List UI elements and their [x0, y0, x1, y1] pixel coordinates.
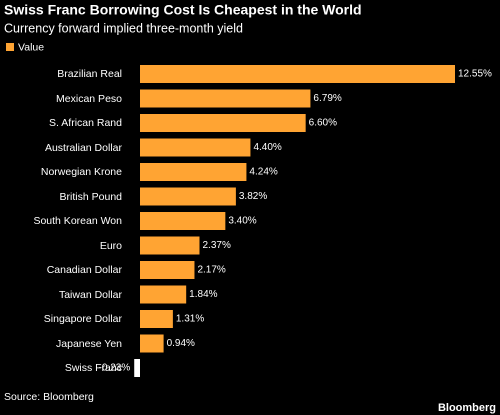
category-label: Norwegian Krone [40, 166, 122, 178]
bar [140, 89, 311, 108]
brand: Bloomberg [438, 402, 496, 414]
category-label: British Pound [59, 190, 122, 203]
legend-swatch [6, 43, 14, 51]
value-label: 6.60% [309, 118, 337, 129]
bar [134, 359, 140, 377]
value-label: 2.17% [197, 265, 225, 276]
value-label: 3.82% [239, 191, 267, 202]
value-label: 12.55% [458, 69, 492, 80]
category-label: Australian Dollar [44, 141, 122, 154]
category-label: Japanese Yen [56, 337, 122, 350]
chart-title: Swiss Franc Borrowing Cost Is Cheapest i… [4, 2, 362, 18]
bar [140, 187, 236, 206]
value-label: 4.40% [253, 142, 281, 153]
value-label: 4.24% [249, 167, 277, 178]
category-label: Mexican Peso [56, 92, 122, 105]
value-label: 0.94% [167, 338, 195, 349]
category-label: South Korean Won [33, 215, 122, 227]
bar [140, 114, 306, 132]
legend-label: Value [18, 41, 44, 53]
value-label: 6.79% [313, 93, 341, 104]
value-label: 1.84% [189, 289, 217, 300]
category-label: Taiwan Dollar [58, 288, 122, 301]
bar [140, 138, 251, 157]
bar [140, 334, 164, 353]
bar [140, 285, 187, 304]
category-label: Singapore Dollar [43, 313, 122, 325]
category-label: Swiss Franc [64, 362, 122, 374]
bar [140, 236, 200, 255]
category-label: Euro [99, 239, 122, 252]
chart-subtitle: Currency forward implied three-month yie… [4, 21, 243, 35]
category-label: S. African Rand [49, 117, 122, 129]
bar [140, 310, 173, 328]
source: Source: Bloomberg [4, 391, 94, 403]
category-label: Brazilian Real [57, 68, 122, 80]
bar [140, 212, 226, 230]
value-label: 2.37% [202, 240, 230, 251]
category-label: Canadian Dollar [46, 264, 122, 276]
bar [140, 65, 455, 83]
value-label: 1.31% [176, 314, 204, 325]
value-label: -0.23% [99, 363, 131, 374]
bar [140, 261, 195, 279]
value-label: 3.40% [228, 216, 256, 227]
bar [140, 163, 247, 181]
